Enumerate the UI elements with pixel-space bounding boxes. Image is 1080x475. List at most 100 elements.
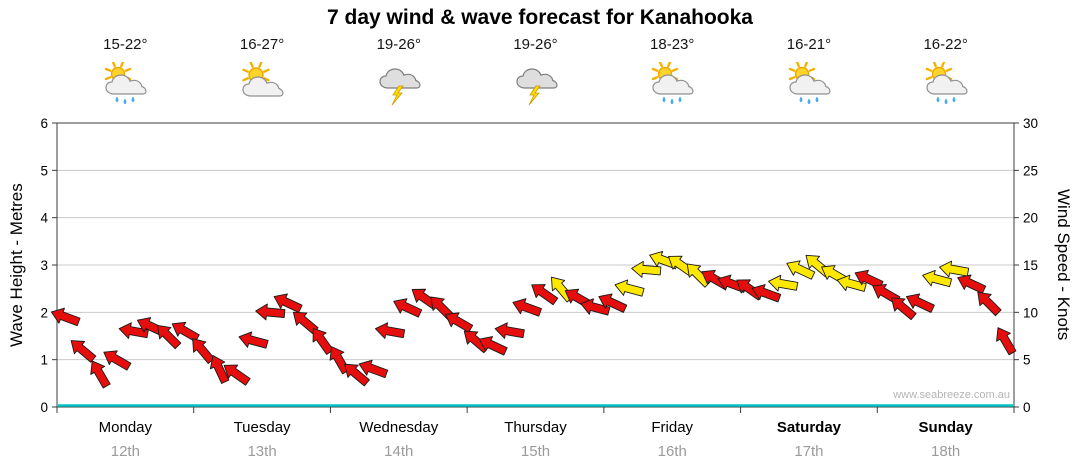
sun-ray bbox=[659, 60, 664, 68]
wind-arrow bbox=[836, 274, 867, 292]
wind-arrow bbox=[580, 298, 611, 316]
raindrop bbox=[936, 96, 940, 103]
lightning-bolt bbox=[391, 85, 404, 106]
right-axis-label: Wind Speed - Knots bbox=[1054, 189, 1073, 341]
sun-cloud-icon bbox=[238, 61, 286, 108]
wind-arrow bbox=[977, 291, 1002, 317]
weather-icon-sun-cloud-rain bbox=[652, 60, 694, 105]
weather-icon-sun-cloud bbox=[242, 61, 284, 97]
sun-cloud-rain-icon bbox=[648, 60, 696, 108]
day-name-label: Wednesday bbox=[359, 419, 439, 436]
left-axis-label: Wave Height - Metres bbox=[7, 183, 26, 347]
sun-ray bbox=[249, 61, 254, 68]
wind-arrow bbox=[103, 350, 132, 371]
storm-icon bbox=[375, 62, 423, 108]
sun-ray bbox=[120, 60, 125, 68]
wind-arrow bbox=[238, 331, 269, 349]
day-temperature: 16-27° bbox=[239, 36, 285, 53]
raindrop bbox=[815, 96, 819, 103]
sun-ray bbox=[925, 76, 932, 81]
wind-arrow bbox=[922, 269, 953, 288]
sun-ray bbox=[667, 60, 672, 68]
wind-arrow bbox=[614, 279, 645, 297]
day-name-label: Saturday bbox=[776, 419, 842, 436]
raindrop bbox=[115, 96, 119, 103]
wind-arrow bbox=[273, 293, 303, 313]
day-temperature: 16-22° bbox=[923, 36, 968, 53]
sun-ray bbox=[925, 67, 932, 72]
wind-arrow bbox=[854, 269, 884, 290]
sun-ray bbox=[263, 68, 270, 73]
wind-arrow bbox=[768, 274, 799, 292]
storm-icon bbox=[512, 62, 560, 108]
page-title: 7 day wind & wave forecast for Kanahooka bbox=[327, 6, 753, 29]
weather-icon-sun-cloud-rain bbox=[788, 60, 831, 105]
day-name-label: Friday bbox=[651, 419, 694, 436]
sun-ray bbox=[105, 67, 112, 72]
sun-ray bbox=[804, 60, 809, 68]
wind-arrow bbox=[478, 336, 508, 356]
raindrop bbox=[799, 96, 803, 103]
day-date-label: 14th bbox=[384, 443, 414, 460]
raindrop bbox=[123, 98, 127, 105]
wind-arrow bbox=[171, 321, 200, 343]
sun-cloud-rain-icon bbox=[101, 60, 149, 108]
sun-ray bbox=[940, 60, 945, 68]
sun-ray bbox=[652, 67, 659, 72]
cloud bbox=[242, 76, 284, 97]
wind-arrow bbox=[494, 322, 525, 339]
day-date-label: 15th bbox=[520, 443, 551, 460]
wind-arrow bbox=[90, 360, 111, 389]
sun-ray bbox=[263, 77, 270, 82]
raindrop bbox=[807, 98, 811, 105]
sun-ray bbox=[808, 67, 816, 72]
wind-arrow bbox=[209, 355, 230, 384]
wind-arrow bbox=[512, 298, 542, 317]
left-tick-label: 6 bbox=[40, 116, 48, 131]
cloud bbox=[652, 74, 694, 95]
raindrop bbox=[678, 96, 682, 103]
weather-icon-storm bbox=[379, 68, 421, 106]
day-date-label: 12th bbox=[110, 443, 140, 460]
day-temperature: 19-26° bbox=[513, 36, 558, 53]
right-tick-label: 25 bbox=[1023, 163, 1038, 178]
day-name-label: Tuesday bbox=[233, 419, 291, 436]
wind-arrow bbox=[374, 322, 406, 339]
wind-arrow bbox=[751, 284, 782, 303]
sun-cloud-rain-icon bbox=[785, 60, 833, 108]
wind-arrow bbox=[358, 359, 389, 379]
weather-icon-storm bbox=[515, 68, 558, 106]
day-date-label: 17th bbox=[794, 443, 824, 460]
wind-arrow bbox=[445, 312, 474, 333]
sun-ray bbox=[945, 67, 952, 72]
watermark: www.seabreeze.com.au bbox=[893, 389, 1010, 401]
day-temperature: 16-21° bbox=[786, 36, 832, 53]
sun-ray bbox=[795, 60, 800, 68]
wind-arrow bbox=[50, 307, 81, 327]
wind-arrow bbox=[292, 311, 319, 335]
wind-arrow bbox=[890, 297, 917, 321]
day-name-label: Sunday bbox=[918, 419, 973, 436]
sun-ray bbox=[671, 67, 679, 72]
sun-ray bbox=[112, 60, 117, 68]
cloud bbox=[379, 68, 421, 89]
wind-arrow bbox=[255, 303, 286, 321]
wind-arrow bbox=[223, 364, 251, 386]
raindrop bbox=[131, 96, 135, 103]
sun-ray bbox=[652, 76, 659, 81]
sun-ray bbox=[242, 77, 249, 82]
wind-arrow bbox=[531, 284, 559, 306]
wind-arrow bbox=[70, 340, 97, 363]
right-tick-label: 15 bbox=[1023, 258, 1038, 273]
right-tick-label: 30 bbox=[1023, 116, 1038, 131]
wind-arrow bbox=[957, 274, 987, 294]
day-date-label: 13th bbox=[247, 443, 277, 460]
wind-arrow bbox=[157, 324, 182, 350]
left-tick-label: 4 bbox=[40, 211, 48, 226]
weather-icon-sun-cloud-rain bbox=[925, 60, 968, 105]
sun-cloud-rain-icon bbox=[922, 60, 970, 108]
left-tick-label: 5 bbox=[40, 163, 48, 178]
left-tick-label: 1 bbox=[40, 353, 48, 368]
raindrop bbox=[662, 96, 666, 103]
sun-ray bbox=[788, 67, 796, 72]
